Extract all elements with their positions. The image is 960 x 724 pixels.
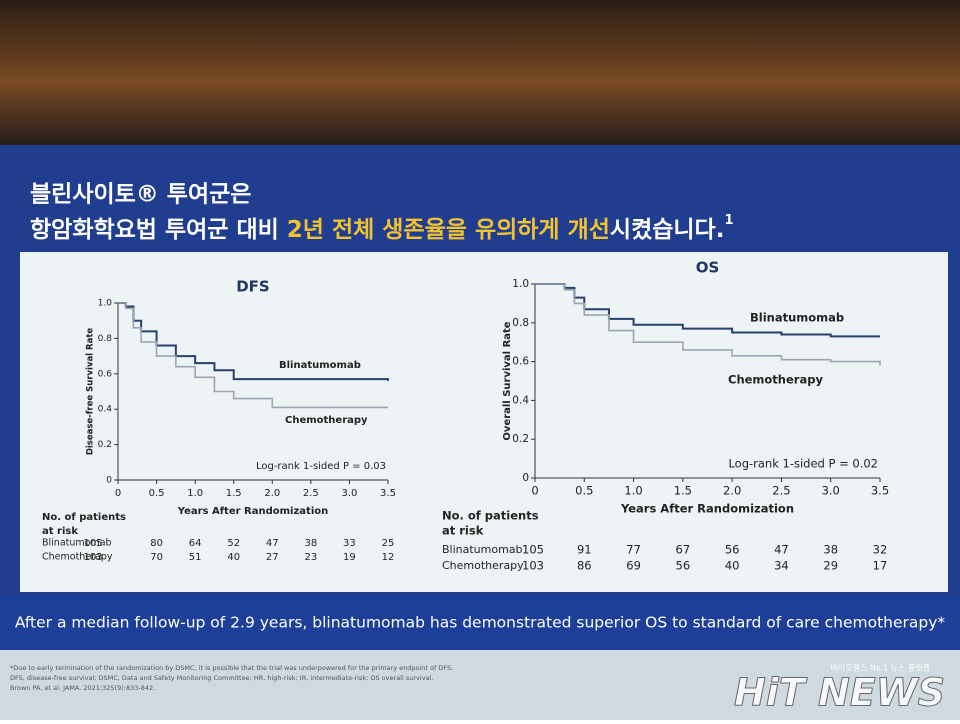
- risk-count: 51: [189, 552, 202, 563]
- annotation: Log-rank 1-sided P = 0.02: [728, 457, 878, 471]
- ceiling: [0, 0, 960, 150]
- footnote: *Due to early termination of the randomi…: [10, 664, 453, 672]
- risk-count: 47: [266, 538, 279, 549]
- x-tick-label: 3.0: [341, 488, 357, 499]
- annotation: Log-rank 1-sided P = 0.03: [256, 461, 386, 472]
- x-axis-label: Years After Randomization: [620, 502, 794, 516]
- risk-row-name: Chemotherapy: [442, 559, 524, 572]
- risk-count: 25: [382, 538, 395, 549]
- risk-count: 34: [774, 559, 789, 573]
- x-tick-label: 1.0: [187, 488, 203, 499]
- title-line: 항암화학요법 투여군 대비 2년 전체 생존율을 유의하게 개선시켰습니다.1: [30, 213, 734, 243]
- y-tick-label: 0: [106, 476, 112, 486]
- risk-count: 69: [626, 559, 641, 573]
- footnote: Brown PA, et al. JAMA. 2021;325(9):833-8…: [10, 684, 155, 692]
- series-label: Chemotherapy: [728, 373, 823, 387]
- watermark-tagline: 바이오헬스 No.1 뉴스 플랫폼: [830, 663, 930, 673]
- y-tick-label: 0: [522, 472, 529, 484]
- footnote: DFS, disease-free survival; DSMC, Data a…: [10, 674, 433, 682]
- risk-header: at risk: [42, 526, 78, 537]
- y-tick-label: 0.6: [512, 356, 529, 368]
- risk-count: 91: [577, 543, 592, 557]
- risk-count: 67: [676, 543, 691, 557]
- survival-curve: [535, 283, 881, 366]
- x-tick-label: 1.0: [624, 484, 642, 498]
- y-tick-label: 0.2: [98, 440, 112, 450]
- x-tick-label: 0.5: [149, 488, 165, 499]
- x-tick-label: 1.5: [226, 488, 242, 499]
- y-axis-label: Overall Survival Rate: [502, 321, 513, 440]
- x-tick-label: 2.0: [723, 484, 741, 498]
- x-tick-label: 2.0: [264, 488, 280, 499]
- risk-header: No. of patients: [42, 512, 126, 523]
- x-tick-label: 0: [531, 484, 538, 498]
- y-tick-label: 1.0: [98, 299, 113, 309]
- risk-count: 80: [150, 538, 163, 549]
- footer-background: [0, 650, 960, 720]
- title-line: 블린사이토® 투여군은: [30, 182, 251, 208]
- risk-count: 19: [343, 552, 356, 563]
- risk-count: 64: [189, 538, 202, 549]
- title-part: 항암화학요법 투여군 대비: [30, 217, 287, 243]
- risk-count: 32: [873, 543, 888, 557]
- y-tick-label: 0.4: [512, 394, 529, 406]
- risk-count: 27: [266, 552, 279, 563]
- y-tick-label: 0.2: [512, 433, 529, 445]
- y-axis-label: Disease-free Survival Rate: [86, 328, 96, 456]
- x-tick-label: 0: [115, 488, 121, 499]
- risk-count: 103: [522, 559, 544, 573]
- y-tick-label: 0.8: [98, 334, 113, 344]
- risk-count: 56: [676, 559, 691, 573]
- risk-count: 40: [227, 552, 240, 563]
- risk-row-name: Blinatumomab: [442, 543, 523, 556]
- survival-curve: [118, 302, 388, 409]
- chart-title: DFS: [236, 278, 270, 296]
- risk-count: 33: [343, 538, 356, 549]
- risk-row-name: Chemotherapy: [42, 552, 113, 563]
- risk-count: 56: [725, 543, 740, 557]
- risk-count: 38: [304, 538, 317, 549]
- risk-count: 12: [382, 552, 395, 563]
- y-tick-label: 0.6: [98, 369, 113, 379]
- series-label: Blinatumomab: [750, 311, 844, 325]
- watermark-brand: HiT NEWS: [734, 671, 945, 715]
- chart-title: OS: [696, 259, 720, 277]
- x-tick-label: 3.0: [822, 484, 840, 498]
- title-highlight: 2년 전체 생존율을 유의하게 개선: [287, 217, 610, 243]
- title-part: 시켰습니다.: [610, 217, 725, 243]
- series-label: Blinatumomab: [279, 360, 361, 371]
- risk-count: 77: [626, 543, 641, 557]
- risk-count: 38: [823, 543, 838, 557]
- chart-panel: [20, 252, 948, 592]
- x-tick-label: 1.5: [674, 484, 692, 498]
- x-tick-label: 3.5: [871, 484, 889, 498]
- series-label: Chemotherapy: [285, 415, 368, 426]
- risk-count: 105: [522, 543, 544, 557]
- risk-count: 23: [304, 552, 317, 563]
- risk-count: 103: [83, 552, 102, 563]
- risk-header: No. of patients: [442, 509, 539, 523]
- risk-count: 47: [774, 543, 789, 557]
- y-tick-label: 0.4: [98, 405, 113, 415]
- risk-count: 70: [150, 552, 163, 563]
- banner-background: [0, 596, 960, 650]
- y-tick-label: 1.0: [512, 278, 529, 290]
- x-tick-label: 3.5: [380, 488, 396, 499]
- risk-count: 17: [873, 559, 888, 573]
- risk-count: 86: [577, 559, 592, 573]
- x-tick-label: 2.5: [772, 484, 790, 498]
- y-tick-label: 0.8: [512, 317, 529, 329]
- x-axis-label: Years After Randomization: [177, 506, 329, 517]
- x-tick-label: 0.5: [575, 484, 593, 498]
- risk-count: 40: [725, 559, 740, 573]
- risk-count: 105: [83, 538, 102, 549]
- risk-count: 52: [227, 538, 240, 549]
- risk-header: at risk: [442, 524, 484, 538]
- x-tick-label: 2.5: [303, 488, 319, 499]
- risk-row-name: Blinatumomab: [42, 538, 112, 549]
- banner-text: After a median follow-up of 2.9 years, b…: [15, 614, 946, 632]
- risk-count: 29: [823, 559, 838, 573]
- title-superscript: 1: [724, 213, 733, 228]
